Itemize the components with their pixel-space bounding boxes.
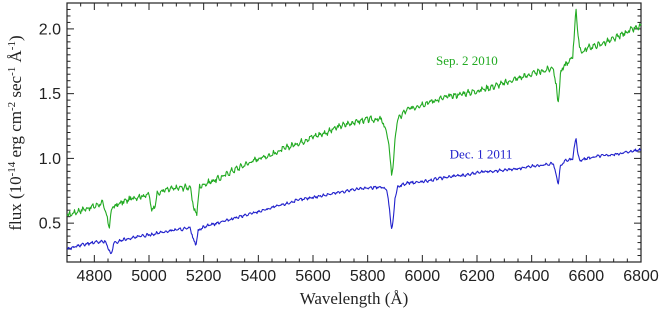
annotation-layer: Sep. 2 2010 Dec. 1 2011 <box>436 53 512 161</box>
x-tick-label: 6000 <box>405 268 441 285</box>
y-tick-label: 0.5 <box>39 216 61 233</box>
x-tick-label: 6200 <box>459 268 495 285</box>
y-axis: 0.5 1.0 1.5 2.0 <box>39 2 641 257</box>
x-tick-label: 5000 <box>131 268 167 285</box>
y-tick-label: 2.0 <box>39 21 61 38</box>
x-tick-label: 4800 <box>77 268 113 285</box>
series-annotation: Sep. 2 2010 <box>436 53 498 68</box>
x-axis: 4800 5000 5200 5400 5600 5800 6000 6200 6400 6600… <box>66 3 659 285</box>
series-layer <box>66 8 642 255</box>
y-tick-label: 1.5 <box>39 86 61 103</box>
y-tick-label: 1.0 <box>39 151 61 168</box>
series-line-1 <box>66 8 642 229</box>
x-tick-label: 5600 <box>295 268 331 285</box>
x-tick-label: 6400 <box>514 268 550 285</box>
x-tick-label: 5800 <box>350 268 386 285</box>
x-tick-label: 6800 <box>623 268 659 285</box>
x-axis-title: Wavelength (Å) <box>300 289 409 308</box>
x-tick-label: 5400 <box>241 268 277 285</box>
plot-frame <box>66 2 642 263</box>
y-axis-title: flux (10-14 erg cm-2 sec-1 Å-1) <box>6 35 25 230</box>
x-tick-label: 5200 <box>186 268 222 285</box>
series-annotation: Dec. 1 2011 <box>450 146 513 161</box>
series-line-2 <box>66 138 641 255</box>
x-tick-label: 6600 <box>569 268 605 285</box>
